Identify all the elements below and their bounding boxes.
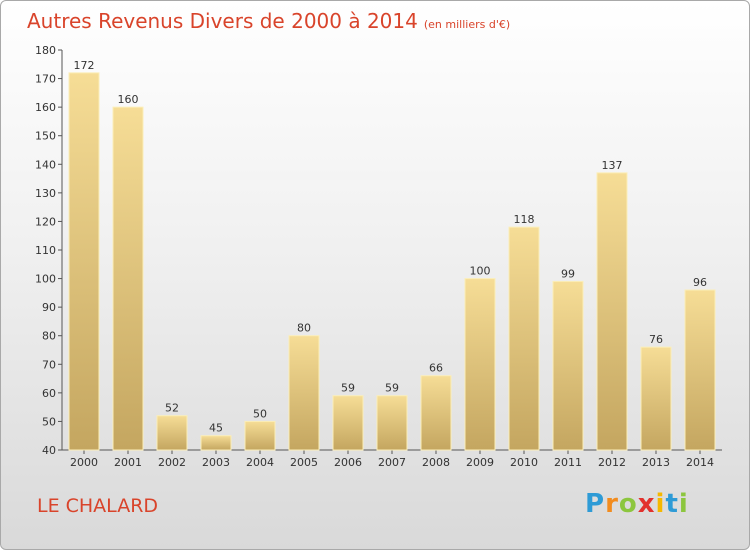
y-tick-label: 180	[35, 44, 56, 57]
y-tick-label: 120	[35, 215, 56, 228]
bar	[244, 420, 276, 451]
y-tick-label: 40	[42, 444, 56, 457]
data-label: 100	[470, 265, 491, 278]
data-label: 59	[385, 382, 399, 395]
chart-title: Autres Revenus Divers de 2000 à 2014 (en …	[27, 9, 510, 33]
bar	[332, 395, 364, 451]
logo-letter: x	[637, 489, 656, 519]
x-tick-label: 2010	[510, 456, 538, 469]
x-tick-label: 2014	[686, 456, 714, 469]
x-tick-label: 2009	[466, 456, 494, 469]
proxiti-logo: Proxiti	[585, 489, 689, 519]
data-label: 59	[341, 382, 355, 395]
y-tick-label: 140	[35, 158, 56, 171]
y-tick-label: 150	[35, 130, 56, 143]
x-tick-label: 2007	[378, 456, 406, 469]
bar	[420, 375, 452, 451]
bar	[596, 172, 628, 451]
data-label: 52	[165, 402, 179, 415]
x-tick-label: 2013	[642, 456, 670, 469]
x-tick-label: 2000	[70, 456, 98, 469]
bar	[288, 335, 320, 451]
chart-subtitle: (en milliers d'€)	[423, 18, 511, 31]
y-tick-label: 70	[42, 358, 56, 371]
logo-letter: i	[678, 489, 689, 519]
data-label: 50	[253, 407, 267, 420]
x-tick-label: 2001	[114, 456, 142, 469]
x-tick-label: 2004	[246, 456, 274, 469]
x-tick-label: 2003	[202, 456, 230, 469]
bar	[508, 226, 540, 451]
bar	[684, 289, 716, 451]
data-label: 160	[118, 93, 139, 106]
y-tick-label: 80	[42, 330, 56, 343]
data-label: 66	[429, 362, 443, 375]
data-label: 172	[74, 59, 95, 72]
bar	[68, 72, 100, 451]
y-tick-label: 110	[35, 244, 56, 257]
bar	[200, 435, 232, 451]
data-label: 76	[649, 333, 663, 346]
logo-letter: r	[605, 489, 619, 519]
y-tick-label: 160	[35, 101, 56, 114]
data-label: 118	[514, 213, 535, 226]
data-label: 137	[602, 159, 623, 172]
x-tick-label: 2011	[554, 456, 582, 469]
x-tick-label: 2005	[290, 456, 318, 469]
bar	[156, 415, 188, 451]
bar	[640, 346, 672, 451]
bar	[376, 395, 408, 451]
bar	[112, 106, 144, 451]
bar	[552, 280, 584, 451]
y-tick-label: 130	[35, 187, 56, 200]
logo-letter: P	[585, 489, 606, 519]
chart-title-text: Autres Revenus Divers de 2000 à 2014	[27, 9, 418, 33]
x-tick-label: 2008	[422, 456, 450, 469]
place-name: LE CHALARD	[37, 495, 159, 517]
y-tick-label: 100	[35, 273, 56, 286]
y-tick-label: 170	[35, 73, 56, 86]
x-tick-label: 2002	[158, 456, 186, 469]
data-label: 80	[297, 322, 311, 335]
logo-letter: i	[655, 489, 666, 519]
y-tick-label: 50	[42, 415, 56, 428]
logo-letter: t	[665, 489, 679, 519]
data-label: 45	[209, 422, 223, 435]
logo-letter: o	[618, 489, 638, 519]
y-tick-label: 90	[42, 301, 56, 314]
bar	[464, 278, 496, 451]
x-tick-label: 2012	[598, 456, 626, 469]
y-tick-label: 60	[42, 387, 56, 400]
x-tick-label: 2006	[334, 456, 362, 469]
data-label: 96	[693, 276, 707, 289]
data-label: 99	[561, 267, 575, 280]
